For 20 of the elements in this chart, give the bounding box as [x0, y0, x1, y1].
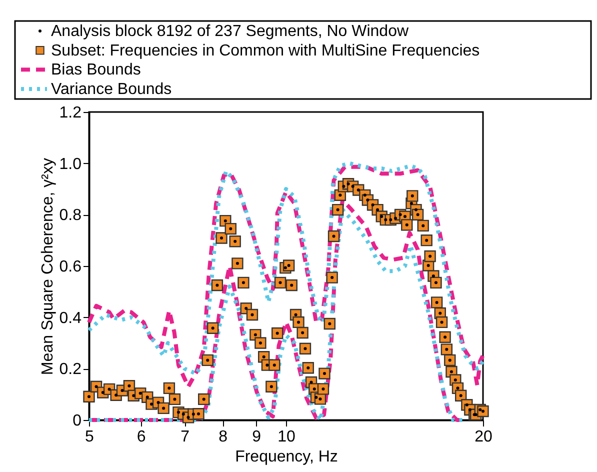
legend-label: Subset: Frequencies in Common with MultiSine Frequencies — [51, 42, 480, 60]
y-tick-label: 1.2 — [59, 104, 82, 122]
x-tick-label: 8 — [218, 428, 228, 446]
legend-label: Analysis block 8192 of 237 Segments, No Window — [51, 23, 409, 40]
x-tick-label: 20 — [474, 428, 492, 446]
y-tick-label: 0.4 — [59, 310, 82, 327]
y-axis-title: Mean Square Coherence, γ²xy — [39, 158, 56, 375]
x-tick-label: 9 — [252, 428, 262, 446]
x-axis-title: Frequency, Hz — [235, 448, 338, 466]
x-tick-label: 5 — [85, 428, 94, 446]
y-tick-label: 0.8 — [59, 207, 82, 224]
x-tick-label: 7 — [180, 428, 190, 446]
x-tick-label: 10 — [278, 428, 296, 446]
y-tick-label: 0.2 — [59, 361, 82, 378]
y-tick-label: 1.0 — [59, 156, 82, 173]
x-tick-label: 6 — [136, 428, 146, 446]
y-tick-label: 0.6 — [59, 258, 82, 276]
legend-label: Variance Bounds — [51, 81, 172, 98]
y-tick-label: 0 — [72, 412, 82, 430]
legend-label: Bias Bounds — [51, 62, 141, 79]
